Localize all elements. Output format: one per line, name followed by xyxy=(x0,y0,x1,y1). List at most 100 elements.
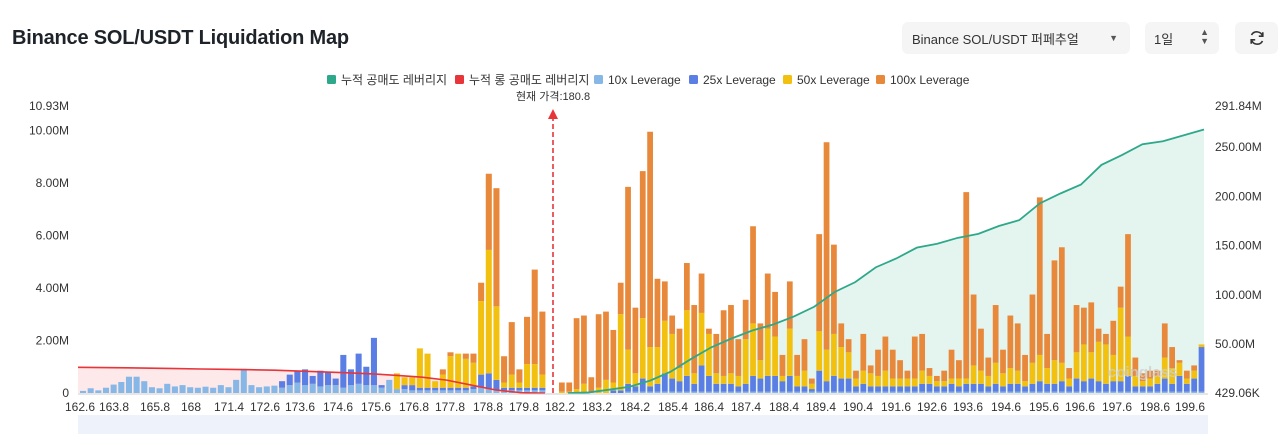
bar-segment-10x xyxy=(179,385,186,393)
bar-segment-25x xyxy=(801,386,808,392)
bar-segment-50x xyxy=(1029,362,1036,384)
bar-segment-25x xyxy=(926,383,933,392)
bar-segment-50x xyxy=(1110,354,1117,382)
y-right-tick-label: 100.00M xyxy=(1215,288,1262,302)
bar-segment-50x xyxy=(409,377,416,386)
bar-segment-100x xyxy=(823,142,830,350)
bar-segment-100x xyxy=(1139,373,1146,382)
bar-segment-50x xyxy=(853,378,859,387)
period-select[interactable]: 1일 ▲ ▼ xyxy=(1145,22,1219,54)
x-tick-label: 187.4 xyxy=(731,400,761,414)
bar-segment-10x xyxy=(416,390,423,393)
bar-segment-25x xyxy=(654,383,661,392)
bar-segment-50x xyxy=(764,328,771,376)
pair-select[interactable]: Binance SOL/USDT 퍼페추얼 ▼ xyxy=(902,22,1130,54)
bar-segment-25x xyxy=(1000,386,1006,392)
bar-segment-50x xyxy=(904,378,911,387)
bar-segment-10x xyxy=(1117,391,1124,393)
bar-segment-10x xyxy=(860,391,867,393)
up-down-caret-icon: ▲ ▼ xyxy=(1200,27,1209,46)
bar-segment-10x xyxy=(683,391,690,393)
bar-segment-50x xyxy=(485,249,492,374)
bar-segment-100x xyxy=(1058,247,1065,363)
bar-segment-100x xyxy=(742,299,749,340)
bar-segment-50x xyxy=(1176,362,1183,376)
bar-segment-50x xyxy=(831,333,837,376)
bar-segment-10x xyxy=(1081,391,1087,393)
bar-segment-10x xyxy=(125,376,132,393)
bar-segment-10x xyxy=(992,391,999,393)
bar-segment-50x xyxy=(970,365,977,384)
bar-segment-25x xyxy=(772,375,778,392)
x-tick-label: 196.6 xyxy=(1065,400,1095,414)
bar-segment-10x xyxy=(256,387,263,393)
bar-segment-50x xyxy=(860,370,867,384)
bar-segment-100x xyxy=(698,273,705,313)
bar-segment-10x xyxy=(1183,391,1190,393)
bar-segment-50x xyxy=(478,301,485,375)
bar-segment-10x xyxy=(524,390,531,393)
bar-segment-25x xyxy=(610,390,617,393)
bar-segment-25x xyxy=(720,383,727,392)
bar-segment-25x xyxy=(1073,378,1080,392)
bar-segment-50x xyxy=(911,378,918,387)
bar-segment-100x xyxy=(978,328,984,371)
bar-segment-25x xyxy=(508,387,515,391)
bar-segment-10x xyxy=(539,390,546,393)
x-tick-label: 177.8 xyxy=(435,400,465,414)
bar-segment-100x xyxy=(1029,294,1036,363)
x-tick-label: 191.6 xyxy=(881,400,911,414)
bar-segment-50x xyxy=(539,374,546,388)
bar-segment-100x xyxy=(478,282,485,302)
refresh-button[interactable] xyxy=(1235,22,1278,54)
bar-segment-10x xyxy=(919,391,926,393)
x-tick-label: 178.8 xyxy=(473,400,503,414)
bar-segment-50x xyxy=(1125,336,1131,376)
bar-segment-25x xyxy=(447,387,454,391)
bar-segment-100x xyxy=(963,192,970,379)
bar-segment-50x xyxy=(647,347,653,387)
bar-segment-10x xyxy=(639,391,646,393)
bar-segment-100x xyxy=(447,352,454,357)
bar-segment-10x xyxy=(110,384,117,393)
bar-segment-100x xyxy=(750,226,756,324)
bar-segment-10x xyxy=(87,388,94,393)
x-tick-label: 183.2 xyxy=(582,400,612,414)
bar-segment-100x xyxy=(948,349,955,379)
bar-segment-100x xyxy=(889,349,896,379)
bar-segment-50x xyxy=(393,373,400,390)
bar-segment-100x xyxy=(654,278,661,348)
x-tick-label: 188.4 xyxy=(769,400,799,414)
bar-segment-50x xyxy=(661,320,668,374)
bar-segment-25x xyxy=(713,383,720,392)
bar-segment-50x xyxy=(779,375,786,382)
bar-segment-10x xyxy=(1007,391,1014,393)
bar-segment-50x xyxy=(867,373,874,387)
bar-segment-25x xyxy=(742,383,749,392)
bar-segment-100x xyxy=(1117,286,1124,308)
bar-segment-25x xyxy=(1029,383,1036,392)
bar-segment-100x xyxy=(531,269,538,365)
bar-segment-10x xyxy=(838,391,845,393)
bar-segment-10x xyxy=(948,391,955,393)
short-cumulative-area xyxy=(568,129,1204,394)
bar-segment-10x xyxy=(669,391,676,393)
bar-segment-100x xyxy=(933,375,940,382)
bar-segment-25x xyxy=(470,386,477,390)
bar-segment-50x xyxy=(1103,344,1109,384)
bar-segment-10x xyxy=(233,379,240,393)
bar-segment-50x xyxy=(654,347,661,384)
bar-segment-50x xyxy=(948,378,955,384)
bar-segment-10x xyxy=(808,391,815,393)
bar-segment-25x xyxy=(676,381,683,392)
bar-segment-50x xyxy=(559,391,565,393)
bar-segment-10x xyxy=(439,390,446,393)
bar-segment-10x xyxy=(194,387,201,393)
bar-segment-10x xyxy=(347,385,355,393)
bar-segment-100x xyxy=(639,171,646,319)
x-tick-label: 190.4 xyxy=(843,400,873,414)
bar-segment-10x xyxy=(1036,391,1043,393)
bar-segment-25x xyxy=(904,386,911,392)
y-left-tick-label: 10.00M xyxy=(29,123,69,137)
bar-segment-50x xyxy=(808,383,815,390)
